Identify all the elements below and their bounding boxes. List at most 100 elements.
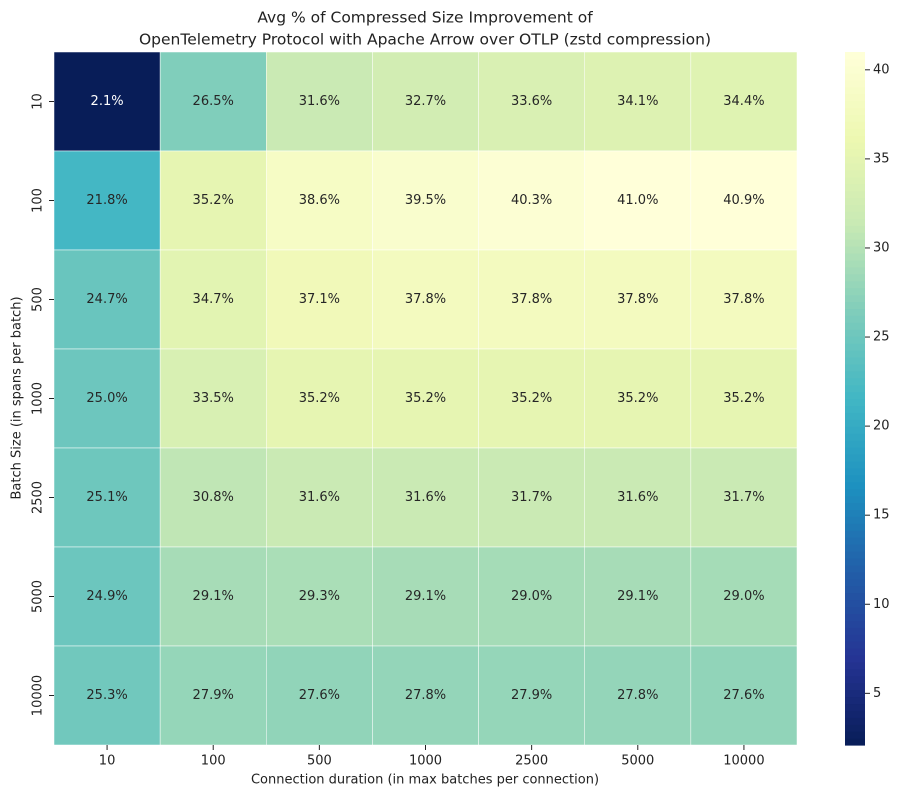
colorbar-segment: [845, 447, 865, 455]
colorbar-segment: [845, 266, 865, 275]
colorbar-segment: [845, 419, 865, 427]
cell-label: 21.8%: [86, 193, 127, 208]
cell-label: 40.9%: [723, 193, 764, 208]
colorbar-segment: [845, 329, 865, 337]
colorbar-segment: [845, 488, 865, 497]
x-tick-label: 10: [99, 754, 116, 769]
cell-label: 27.8%: [405, 688, 446, 703]
cell-label: 38.6%: [299, 193, 340, 208]
colorbar-segment: [845, 322, 865, 330]
colorbar-segment: [845, 696, 865, 705]
x-tick-label: 2500: [515, 754, 548, 769]
colorbar-segment: [845, 72, 865, 81]
cell-label: 35.2%: [617, 391, 658, 406]
x-tick-label: 500: [307, 754, 332, 769]
cell-label: 34.1%: [617, 94, 658, 109]
colorbar-tick-label: 30: [873, 240, 890, 255]
heatmap-cell: [372, 546, 479, 647]
heatmap-cell: [159, 348, 267, 449]
heatmap-cell: [584, 249, 692, 350]
colorbar-segment: [845, 502, 865, 510]
cell-label: 30.8%: [193, 490, 234, 505]
heatmap-cell: [159, 249, 267, 350]
cell-label: 29.1%: [617, 589, 658, 604]
cell-label: 39.5%: [405, 193, 446, 208]
colorbar-segment: [845, 710, 865, 718]
colorbar-segment: [845, 100, 865, 109]
y-tick-label: 10: [31, 93, 46, 110]
y-tick-label: 100: [31, 188, 46, 213]
heatmap-cell: [266, 447, 373, 548]
colorbar-segment: [845, 661, 865, 670]
cell-label: 27.9%: [193, 688, 234, 703]
heatmap-cell: [266, 150, 373, 251]
colorbar-segment: [845, 433, 865, 441]
colorbar-segment: [845, 599, 865, 607]
colorbar-segment: [845, 197, 865, 206]
colorbar-segment: [845, 58, 865, 67]
colorbar-segment: [845, 384, 865, 393]
colorbar-segment: [845, 689, 865, 698]
y-axis-label: Batch Size (in spans per batch): [10, 296, 25, 499]
colorbar-segment: [845, 107, 865, 115]
heatmap-cell: [159, 546, 267, 647]
cell-label: 27.6%: [299, 688, 340, 703]
cell-label: 37.8%: [617, 292, 658, 307]
heatmap-cell: [159, 645, 267, 746]
colorbar-segment: [845, 246, 865, 254]
heatmap-cell: [266, 645, 373, 746]
colorbar-segment: [845, 606, 865, 614]
x-tick-label: 100: [201, 754, 226, 769]
colorbar-segment: [845, 128, 865, 136]
colorbar-segment: [845, 169, 865, 178]
heatmap-cell: [159, 51, 267, 152]
y-tick-label: 500: [31, 287, 46, 312]
cell-label: 31.6%: [299, 490, 340, 505]
colorbar-segment: [845, 308, 865, 316]
cell-label: 29.0%: [511, 589, 552, 604]
colorbar-segment: [845, 585, 865, 594]
heatmap-cell: [266, 51, 373, 152]
cell-label: 33.6%: [511, 94, 552, 109]
heatmap-cell: [690, 51, 798, 152]
cell-label: 34.4%: [723, 94, 764, 109]
colorbar-segment: [845, 273, 865, 282]
colorbar-segment: [845, 544, 865, 552]
colorbar-segment: [845, 398, 865, 407]
cell-label: 31.6%: [617, 490, 658, 505]
colorbar-segment: [845, 675, 865, 684]
colorbar-segment: [845, 336, 865, 344]
colorbar-segment: [845, 647, 865, 656]
heatmap-cell: [584, 645, 692, 746]
heatmap-cell: [266, 546, 373, 647]
cell-label: 35.2%: [193, 193, 234, 208]
colorbar-segment: [845, 287, 865, 296]
colorbar-segment: [845, 738, 865, 746]
x-tick-label: 1000: [409, 754, 442, 769]
colorbar-segment: [845, 717, 865, 725]
cell-label: 27.9%: [511, 688, 552, 703]
colorbar-segment: [845, 114, 865, 122]
chart-title: Avg % of Compressed Size Improvement of: [257, 9, 593, 27]
heatmap-cell: [584, 348, 692, 449]
colorbar-segment: [845, 412, 865, 420]
x-tick-label: 5000: [621, 754, 654, 769]
colorbar-segment: [845, 86, 865, 95]
colorbar-segment: [845, 315, 865, 323]
cell-label: 35.2%: [511, 391, 552, 406]
colorbar-segment: [845, 571, 865, 580]
heatmap-cell: [53, 150, 161, 251]
colorbar-tick-label: 10: [873, 597, 890, 612]
cell-label: 25.0%: [86, 391, 127, 406]
colorbar-segment: [845, 93, 865, 102]
colorbar-segment: [845, 176, 865, 185]
colorbar-segment: [845, 391, 865, 400]
cell-label: 33.5%: [193, 391, 234, 406]
colorbar-segment: [845, 668, 865, 677]
heatmap-cell: [372, 51, 479, 152]
heatmap-cell: [372, 249, 479, 350]
colorbar-tick-label: 35: [873, 151, 890, 166]
colorbar-segment: [845, 190, 865, 199]
colorbar-segment: [845, 530, 865, 538]
